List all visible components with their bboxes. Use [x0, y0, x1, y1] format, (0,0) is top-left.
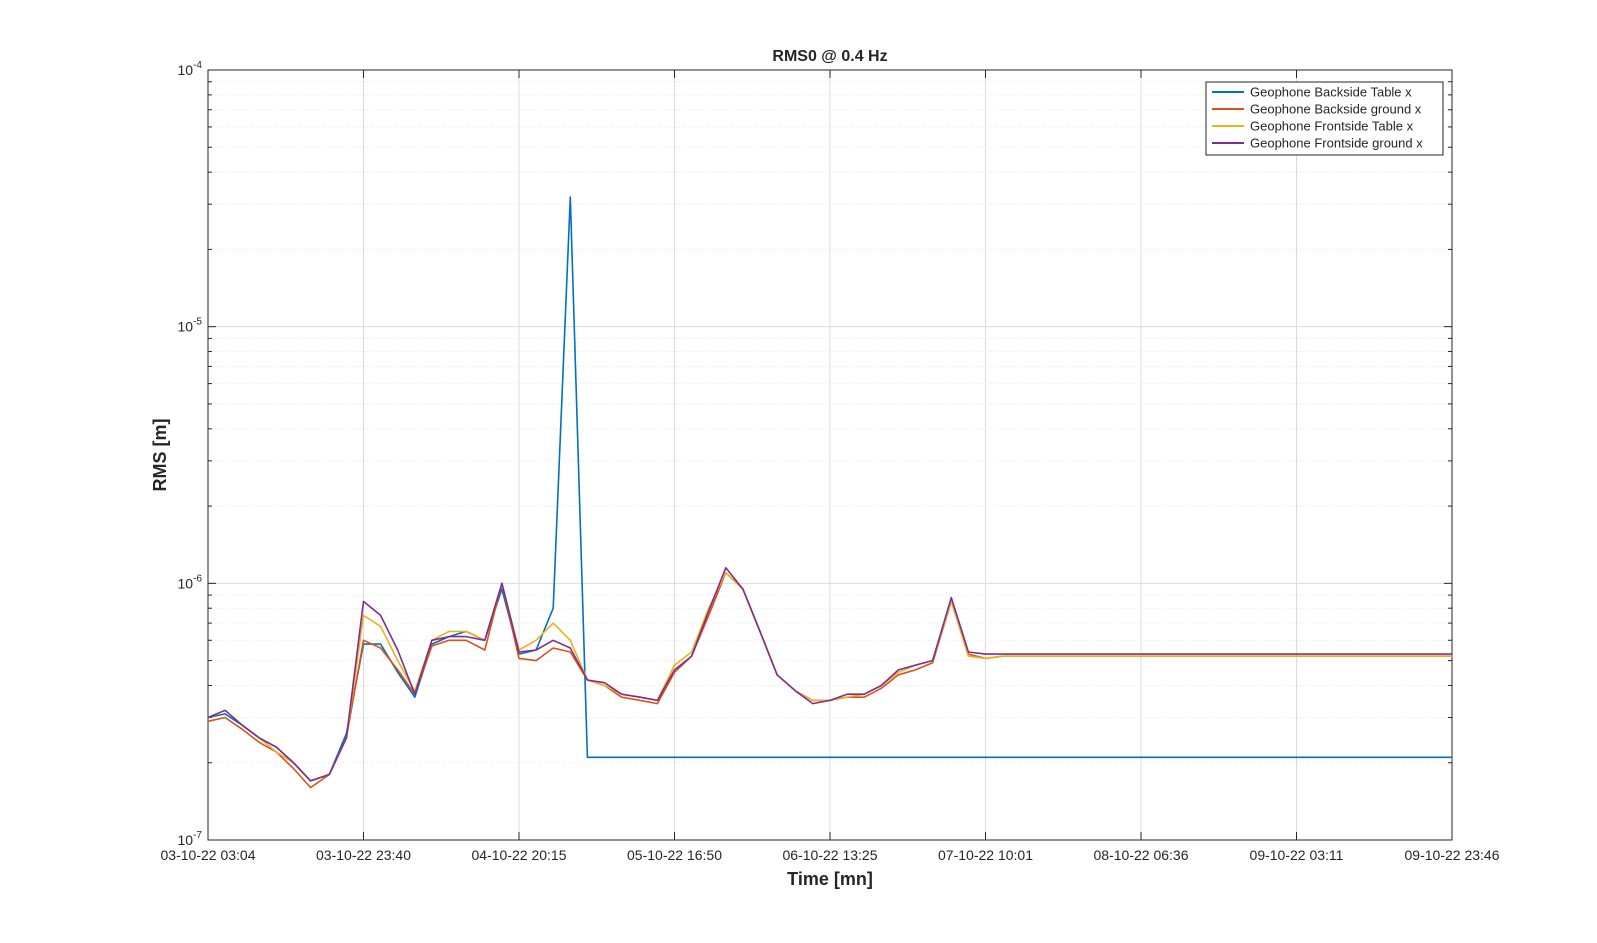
- y-tick-label: 10-7: [178, 830, 203, 848]
- x-tick-label: 03-10-22 23:40: [316, 847, 411, 863]
- legend-label: Geophone Frontside ground x: [1250, 136, 1423, 151]
- y-tick-label: 10-6: [178, 573, 203, 591]
- x-tick-label: 09-10-22 23:46: [1405, 847, 1500, 863]
- x-tick-label: 06-10-22 13:25: [783, 847, 878, 863]
- y-tick-label: 10-5: [178, 317, 203, 335]
- x-tick-label: 05-10-22 16:50: [627, 847, 722, 863]
- x-tick-label: 09-10-22 03:11: [1250, 847, 1344, 863]
- legend-label: Geophone Frontside Table x: [1250, 119, 1414, 134]
- x-tick-label: 08-10-22 06:36: [1094, 847, 1189, 863]
- x-tick-label: 03-10-22 03:04: [161, 847, 256, 863]
- legend-box: [1205, 81, 1444, 156]
- series-layer: [207, 196, 1452, 789]
- x-axis-label: Time [mn]: [787, 869, 873, 889]
- grid-layer: [208, 70, 1452, 841]
- x-tick-label: 07-10-22 10:01: [938, 847, 1033, 863]
- series-line: [207, 196, 1452, 782]
- y-axis-label: RMS [m]: [150, 419, 170, 492]
- series-line: [207, 566, 1452, 782]
- chart-title: RMS0 @ 0.4 Hz: [772, 48, 887, 65]
- tick-layer: 10-7 10-6 10-5 10-4 03-10-22 03:04 03-10-22 2…: [161, 60, 1500, 863]
- legend-label: Geophone Backside Table x: [1250, 85, 1412, 100]
- legend: Geophone Backside Table x Geophone Backsi…: [1205, 81, 1444, 156]
- x-tick-label: 04-10-22 20:15: [472, 847, 567, 863]
- y-tick-label: 10-4: [178, 60, 203, 78]
- legend-label: Geophone Backside ground x: [1250, 102, 1422, 117]
